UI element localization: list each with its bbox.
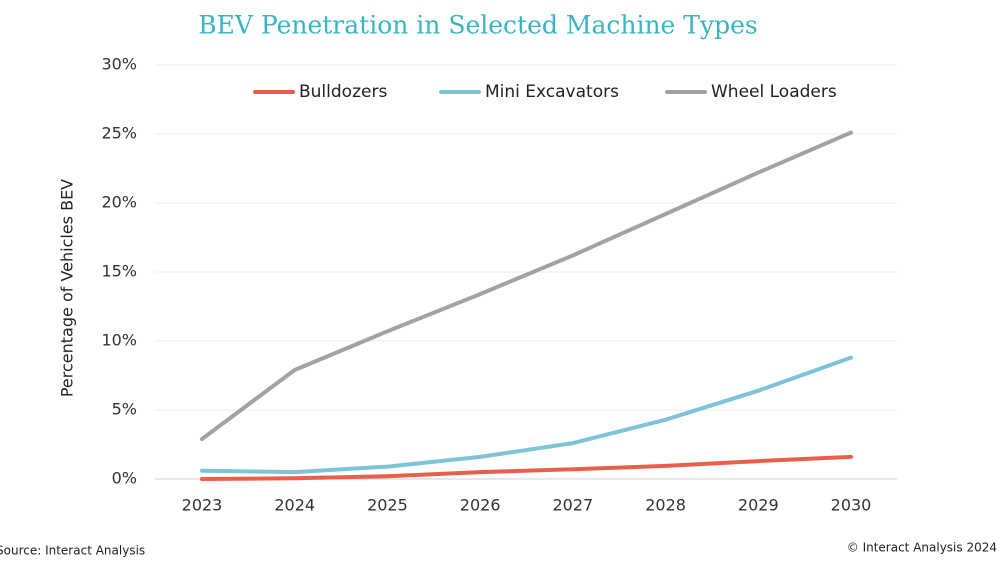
x-tick-label: 2028 xyxy=(645,496,686,515)
x-tick-label: 2025 xyxy=(367,496,408,515)
y-tick-label: 30% xyxy=(101,55,137,74)
data-line xyxy=(200,130,853,441)
x-tick-label: 2026 xyxy=(460,496,501,515)
y-tick-label: 25% xyxy=(101,124,137,143)
data-line xyxy=(200,454,853,481)
y-tick-label: 15% xyxy=(101,262,137,281)
y-tick-label: 20% xyxy=(101,193,137,212)
x-tick-label: 2027 xyxy=(552,496,593,515)
y-tick-label: 10% xyxy=(101,331,137,350)
legend-label: Wheel Loaders xyxy=(711,82,837,102)
copyright-note: © Interact Analysis 2024 xyxy=(847,541,997,555)
x-tick-label: 2024 xyxy=(274,496,315,515)
chart-title: BEV Penetration in Selected Machine Type… xyxy=(198,11,757,40)
x-tick-label: 2023 xyxy=(182,496,223,515)
y-axis-label: Percentage of Vehicles BEV xyxy=(58,179,77,397)
legend-label: Mini Excavators xyxy=(485,82,619,102)
legend-label: Bulldozers xyxy=(299,82,387,102)
y-tick-label: 0% xyxy=(112,469,137,488)
x-tick-label: 2030 xyxy=(831,496,872,515)
x-tick-label: 2029 xyxy=(738,496,779,515)
data-line xyxy=(200,355,853,475)
y-tick-label: 5% xyxy=(112,400,137,419)
source-note: Source: Interact Analysis xyxy=(0,544,145,558)
